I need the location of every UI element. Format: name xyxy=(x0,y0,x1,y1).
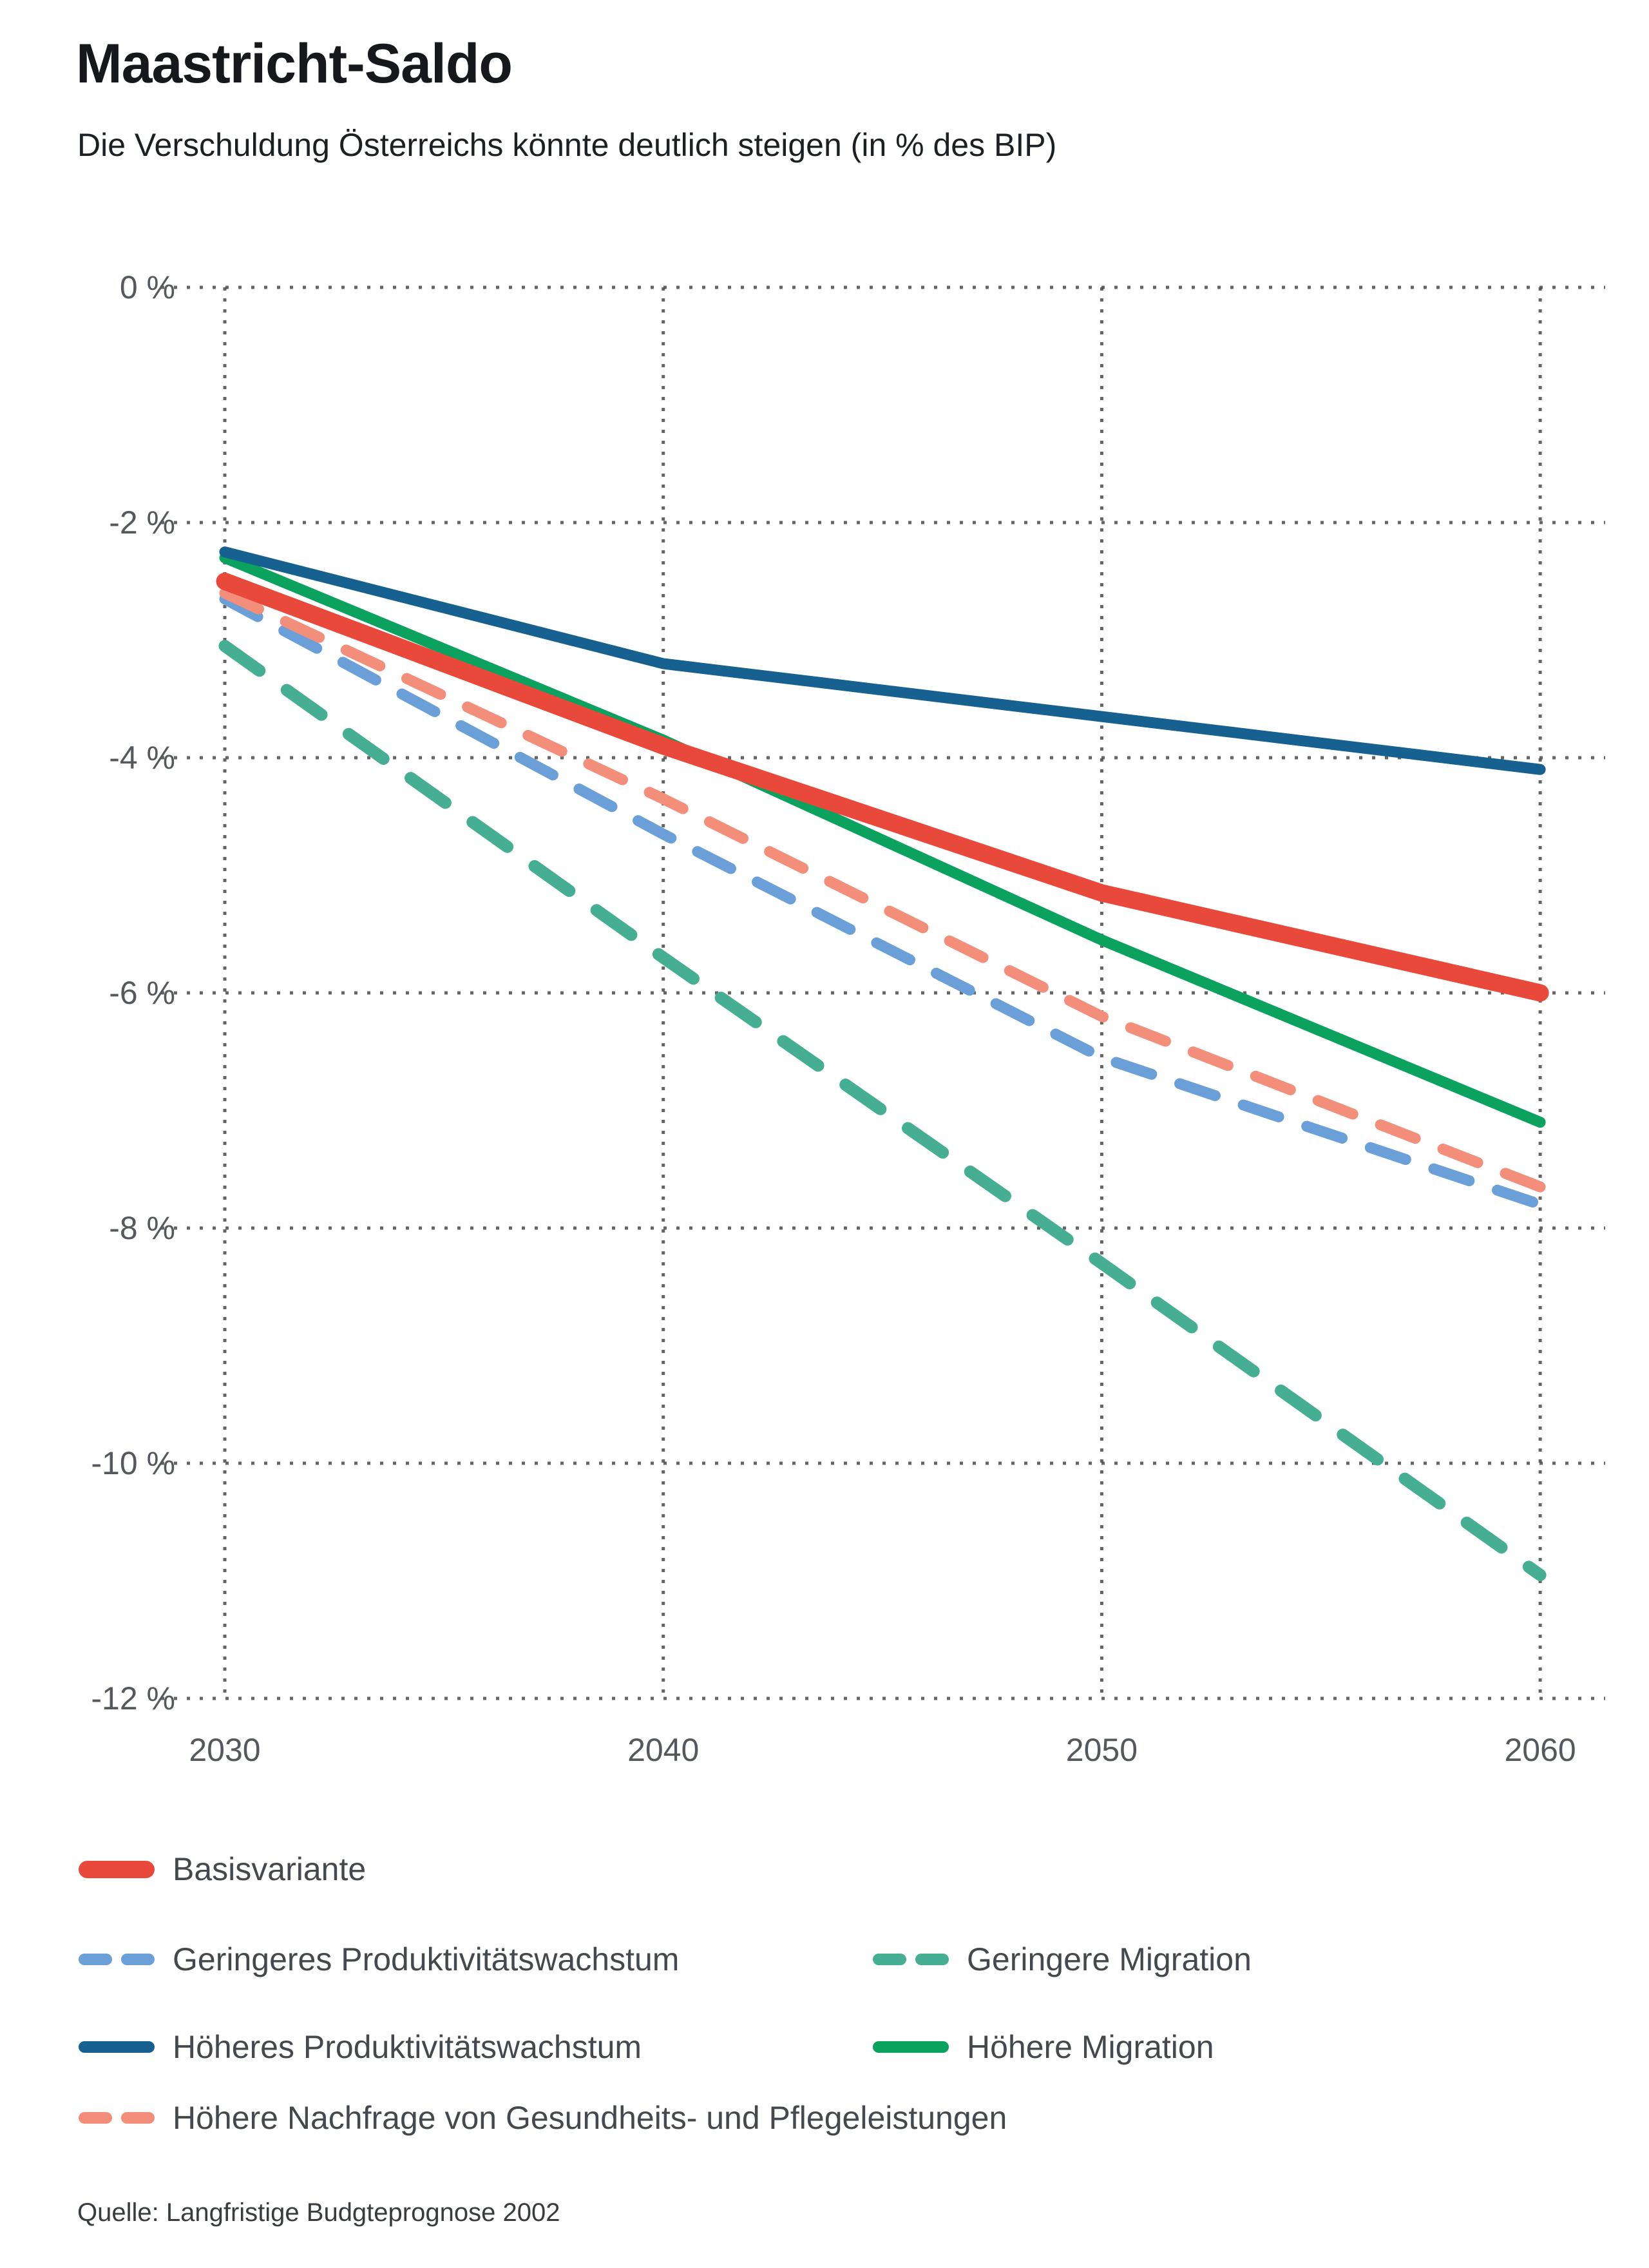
legend-label: Höhere Migration xyxy=(967,2029,1214,2065)
legend-label: Höheres Produktivitätswachstum xyxy=(173,2029,642,2065)
x-tick-label: 2060 xyxy=(1504,1732,1576,1768)
page-title: Maastricht-Saldo xyxy=(76,33,513,95)
legend-swatch-solid xyxy=(79,1860,155,1878)
legend-item-geringeres-produktivitaetswachstum: Geringeres Produktivitätswachstum xyxy=(79,1941,873,1978)
series-line-3 xyxy=(218,640,1547,1581)
legend-item-basisvariante: Basisvariante xyxy=(79,1850,366,1888)
x-tick-label: 2030 xyxy=(189,1732,261,1768)
y-tick-label: -10 % xyxy=(91,1445,175,1481)
legend-row: Basisvariante xyxy=(79,1847,366,1892)
legend-row: Höhere Nachfrage von Gesundheits- und Pf… xyxy=(79,2095,1007,2140)
legend-swatch-dashed xyxy=(79,1954,155,1965)
legend-item-hoehere-migration: Höhere Migration xyxy=(873,2028,1214,2066)
legend-row: Höheres Produktivitätswachstum Höhere Mi… xyxy=(79,2024,1214,2070)
series-line-4 xyxy=(219,552,1546,1128)
y-tick-label: -12 % xyxy=(91,1680,175,1716)
legend-swatch-solid xyxy=(873,2041,949,2053)
y-tick-label: -2 % xyxy=(109,505,175,541)
x-tick-label: 2040 xyxy=(627,1732,700,1768)
source-note: Quelle: Langfristige Budgteprognose 2002 xyxy=(77,2198,560,2227)
legend-item-geringere-migration: Geringere Migration xyxy=(873,1941,1252,1978)
series-line-0 xyxy=(216,572,1549,1002)
legend-label: Geringeres Produktivitätswachstum xyxy=(173,1941,680,1977)
y-tick-label: -8 % xyxy=(109,1210,175,1246)
legend-swatch-dashed xyxy=(873,1954,949,1965)
legend-label: Höhere Nachfrage von Gesundheits- und Pf… xyxy=(173,2100,1007,2136)
y-tick-label: -6 % xyxy=(109,975,175,1011)
y-tick-label: -4 % xyxy=(109,740,175,776)
series-line-1 xyxy=(219,593,1546,1210)
legend-swatch-dashed xyxy=(79,2112,155,2124)
x-tick-label: 2050 xyxy=(1065,1732,1138,1768)
series-line-5 xyxy=(219,588,1546,1193)
legend-item-hoeheres-produktivitaetswachstum: Höheres Produktivitätswachstum xyxy=(79,2028,873,2066)
legend-label: Basisvariante xyxy=(173,1851,367,1887)
chart-subtitle: Die Verschuldung Österreichs könnte deut… xyxy=(77,127,1057,163)
legend-label: Geringere Migration xyxy=(967,1941,1252,1977)
legend-swatch-solid xyxy=(79,2041,155,2053)
legend-item-hoehere-nachfrage: Höhere Nachfrage von Gesundheits- und Pf… xyxy=(79,2099,1007,2137)
legend-row: Geringeres Produktivitätswachstum Gering… xyxy=(79,1937,1252,1982)
y-tick-label: 0 % xyxy=(119,269,175,305)
series-line-2 xyxy=(219,546,1546,775)
